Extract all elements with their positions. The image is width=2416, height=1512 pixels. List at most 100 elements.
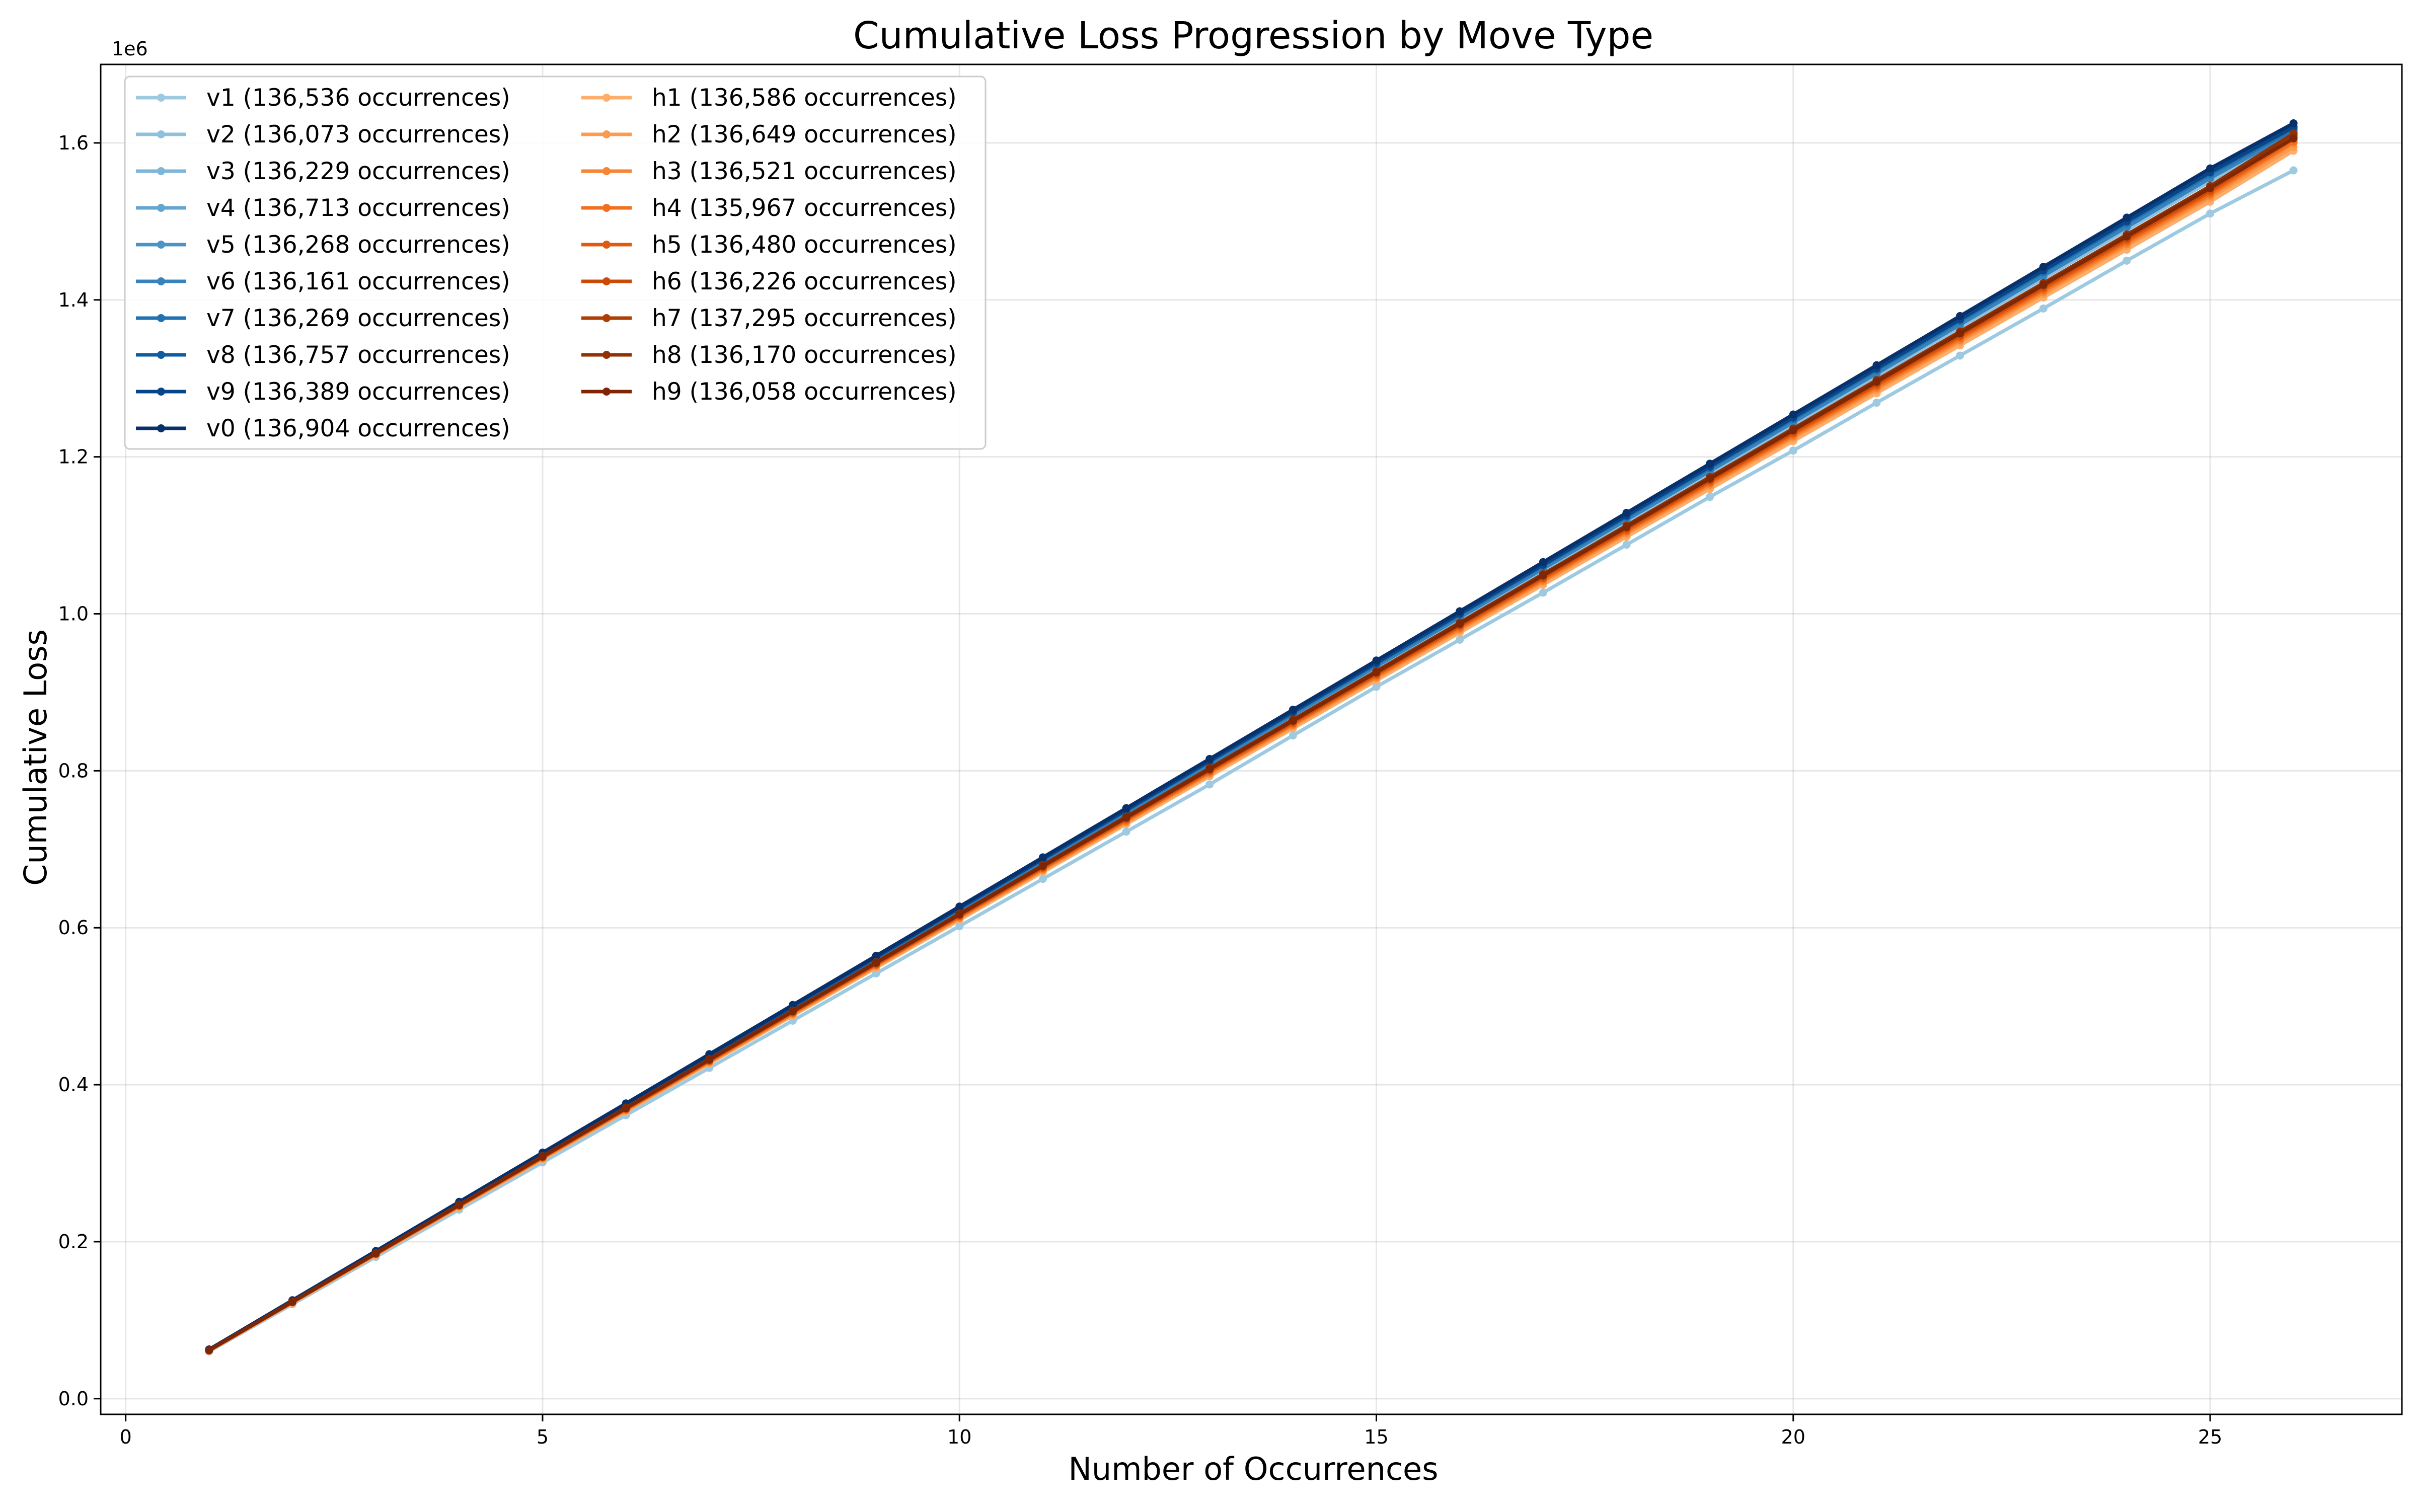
x-tick-label: 5 <box>537 1426 549 1448</box>
data-point <box>788 1007 797 1016</box>
data-point <box>1038 862 1047 870</box>
data-point <box>1122 827 1130 836</box>
data-point <box>2206 164 2214 173</box>
y-tick-label: 0.0 <box>58 1388 89 1410</box>
data-point <box>788 1001 797 1009</box>
legend-label: h1 (136,586 occurrences) <box>652 84 957 112</box>
y-tick-label: 0.8 <box>58 760 89 782</box>
data-point <box>2039 263 2048 271</box>
legend-item: v1 (136,536 occurrences) <box>136 84 510 112</box>
data-point <box>1789 410 1797 419</box>
data-point <box>1956 351 1965 360</box>
y-tick-label: 0.6 <box>58 917 89 939</box>
legend-marker <box>157 388 165 396</box>
data-point <box>1539 571 1547 580</box>
data-point <box>1872 361 1881 369</box>
data-point <box>1539 588 1547 597</box>
legend-marker <box>157 314 165 322</box>
data-point <box>2206 209 2214 218</box>
legend-label: v1 (136,536 occurrences) <box>206 84 510 112</box>
legend-item: v3 (136,229 occurrences) <box>136 158 510 185</box>
legend-marker <box>602 130 611 138</box>
data-point <box>1289 716 1297 725</box>
legend-item: h4 (135,967 occurrences) <box>581 194 957 222</box>
data-point <box>705 1055 714 1064</box>
data-point <box>1205 754 1214 763</box>
legend-item: h5 (136,480 occurrences) <box>581 231 957 259</box>
legend-label: v5 (136,268 occurrences) <box>206 231 510 259</box>
data-point <box>1205 765 1214 774</box>
legend-marker <box>157 94 165 102</box>
data-point <box>1372 668 1381 676</box>
x-axis-title: Number of Occurrences <box>1068 1451 1438 1487</box>
data-point <box>2123 232 2131 241</box>
y-tick-label: 1.0 <box>58 603 89 625</box>
data-point <box>1622 541 1631 549</box>
data-point <box>955 910 964 919</box>
y-axis-offset-label: 1e6 <box>112 38 148 60</box>
x-tick-label: 20 <box>1781 1426 1805 1448</box>
legend-label: v3 (136,229 occurrences) <box>206 158 510 185</box>
data-point <box>1122 804 1130 812</box>
legend-marker <box>157 204 165 212</box>
legend-marker <box>602 167 611 175</box>
legend-item: v5 (136,268 occurrences) <box>136 231 510 259</box>
y-axis-title: Cumulative Loss <box>17 629 54 886</box>
data-point <box>2289 119 2298 127</box>
legend-label: h2 (136,649 occurrences) <box>652 121 957 148</box>
legend-marker <box>602 94 611 102</box>
data-point <box>205 1346 213 1354</box>
legend-label: v4 (136,713 occurrences) <box>206 194 510 222</box>
legend-item: v0 (136,904 occurrences) <box>136 415 510 442</box>
y-tick-label: 1.4 <box>58 289 89 311</box>
legend-marker <box>157 167 165 175</box>
data-point <box>1872 399 1881 407</box>
y-tick-label: 1.2 <box>58 446 89 468</box>
y-tick-label: 0.4 <box>58 1074 89 1096</box>
legend-marker <box>602 204 611 212</box>
data-point <box>1872 377 1881 386</box>
legend-item: v6 (136,161 occurrences) <box>136 268 510 295</box>
data-point <box>288 1298 296 1306</box>
data-point <box>1038 853 1047 862</box>
legend-label: h8 (136,170 occurrences) <box>652 341 957 369</box>
data-point <box>1372 683 1381 691</box>
data-point <box>1706 474 1714 483</box>
legend-label: v9 (136,389 occurrences) <box>206 378 510 406</box>
data-point <box>1456 620 1464 628</box>
legend-item: h9 (136,058 occurrences) <box>581 378 957 406</box>
x-axis: 0 5 10 15 20 25 <box>120 1414 2222 1448</box>
data-point <box>1622 523 1631 532</box>
legend-marker <box>602 351 611 359</box>
series-h9 <box>205 134 2298 1354</box>
legend-item: h2 (136,649 occurrences) <box>581 121 957 148</box>
legend-item: h7 (137,295 occurrences) <box>581 305 957 332</box>
legend-label: v0 (136,904 occurrences) <box>206 415 510 442</box>
legend-label: h4 (135,967 occurrences) <box>652 194 957 222</box>
legend-marker <box>602 277 611 285</box>
data-point <box>2289 134 2298 142</box>
legend-label: v6 (136,161 occurrences) <box>206 268 510 295</box>
legend-item: v7 (136,269 occurrences) <box>136 305 510 332</box>
x-tick-label: 10 <box>947 1426 971 1448</box>
legend-marker <box>157 424 165 432</box>
legend-marker <box>157 277 165 285</box>
data-point <box>1706 493 1714 501</box>
data-point <box>1289 731 1297 740</box>
data-point <box>2289 166 2298 175</box>
data-point <box>1622 508 1631 517</box>
legend-item: v2 (136,073 occurrences) <box>136 121 510 148</box>
y-axis: 0.0 0.2 0.4 0.6 0.8 1.0 1.2 1.4 1.6 <box>58 132 101 1410</box>
data-point <box>1372 656 1381 665</box>
legend: v1 (136,536 occurrences) v2 (136,073 occu… <box>124 75 987 450</box>
legend-item: h6 (136,226 occurrences) <box>581 268 957 295</box>
legend-marker <box>602 241 611 249</box>
x-tick-label: 15 <box>1364 1426 1388 1448</box>
series-group <box>205 119 2298 1355</box>
legend-label: h9 (136,058 occurrences) <box>652 378 957 406</box>
data-point <box>1956 329 1965 338</box>
data-point <box>622 1104 630 1112</box>
data-point <box>872 969 880 977</box>
series-line <box>208 136 2295 1352</box>
